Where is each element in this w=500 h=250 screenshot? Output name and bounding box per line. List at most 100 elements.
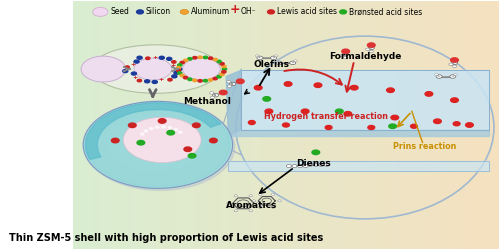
Bar (88, 1, 90, 249)
Bar (279, 1, 280, 249)
Bar (244, 1, 246, 249)
Circle shape (137, 140, 144, 145)
Bar (188, 1, 189, 249)
Circle shape (249, 210, 252, 212)
Circle shape (274, 55, 278, 57)
Bar (112, 1, 114, 249)
Circle shape (81, 56, 126, 82)
Circle shape (217, 76, 221, 78)
Circle shape (208, 57, 212, 59)
Circle shape (350, 86, 358, 90)
Bar (248, 1, 249, 249)
Bar (252, 1, 253, 249)
Bar (427, 1, 428, 249)
Circle shape (450, 58, 458, 62)
Bar (114, 1, 115, 249)
Bar (228, 1, 229, 249)
Bar (408, 1, 410, 249)
Circle shape (88, 104, 227, 185)
Bar (166, 1, 168, 249)
Bar (138, 1, 140, 249)
Bar (481, 1, 482, 249)
Bar (111, 1, 112, 249)
Bar (474, 1, 475, 249)
Bar (189, 1, 190, 249)
Bar (293, 1, 294, 249)
Circle shape (208, 79, 212, 81)
Bar (225, 1, 226, 249)
Circle shape (248, 120, 255, 124)
Bar (92, 1, 94, 249)
Text: Prins reaction: Prins reaction (393, 142, 456, 151)
Circle shape (125, 66, 130, 68)
Circle shape (158, 119, 166, 123)
Circle shape (174, 128, 178, 130)
Bar (224, 1, 225, 249)
Circle shape (86, 103, 229, 186)
Circle shape (174, 71, 179, 74)
Bar (91, 1, 92, 249)
Circle shape (324, 163, 330, 166)
Circle shape (212, 94, 218, 97)
Circle shape (226, 80, 231, 83)
Bar (142, 1, 144, 249)
Bar (190, 1, 192, 249)
Text: +: + (230, 4, 240, 16)
Circle shape (84, 102, 232, 188)
Bar (407, 1, 408, 249)
Circle shape (128, 128, 182, 159)
Circle shape (144, 136, 165, 149)
Circle shape (294, 60, 297, 62)
Bar (406, 1, 407, 249)
Circle shape (308, 163, 313, 166)
Bar (308, 1, 310, 249)
Bar (219, 1, 220, 249)
Bar (382, 1, 384, 249)
Circle shape (450, 75, 456, 78)
Bar (390, 1, 391, 249)
Circle shape (176, 69, 180, 72)
Bar (420, 1, 421, 249)
Bar (336, 1, 337, 249)
Circle shape (210, 138, 217, 143)
Bar (326, 1, 327, 249)
Circle shape (369, 50, 374, 53)
Bar (353, 1, 354, 249)
Bar (426, 1, 427, 249)
Circle shape (276, 61, 282, 64)
Bar (145, 1, 146, 249)
Bar (451, 1, 452, 249)
Circle shape (292, 164, 297, 168)
Bar (120, 1, 121, 249)
Circle shape (256, 55, 259, 57)
Bar (212, 1, 214, 249)
Bar (436, 1, 438, 249)
Circle shape (256, 202, 260, 204)
Bar (204, 1, 205, 249)
Bar (90, 1, 91, 249)
Circle shape (368, 46, 374, 50)
Circle shape (452, 61, 458, 64)
Bar (232, 1, 234, 249)
Bar (398, 1, 400, 249)
Circle shape (86, 103, 234, 190)
Bar (362, 1, 363, 249)
Circle shape (272, 193, 275, 195)
Text: Brønsted acid sites: Brønsted acid sites (349, 8, 422, 16)
Circle shape (234, 195, 237, 197)
Bar (98, 1, 100, 249)
Bar (378, 1, 380, 249)
Bar (324, 1, 326, 249)
Circle shape (298, 164, 302, 168)
Bar (460, 1, 461, 249)
Circle shape (138, 134, 170, 152)
Bar (84, 1, 86, 249)
Circle shape (272, 206, 275, 208)
Circle shape (86, 103, 230, 187)
Bar (313, 1, 314, 249)
Bar (424, 1, 426, 249)
Bar (250, 1, 252, 249)
Bar (402, 1, 404, 249)
Bar (317, 1, 318, 249)
Bar (456, 1, 458, 249)
